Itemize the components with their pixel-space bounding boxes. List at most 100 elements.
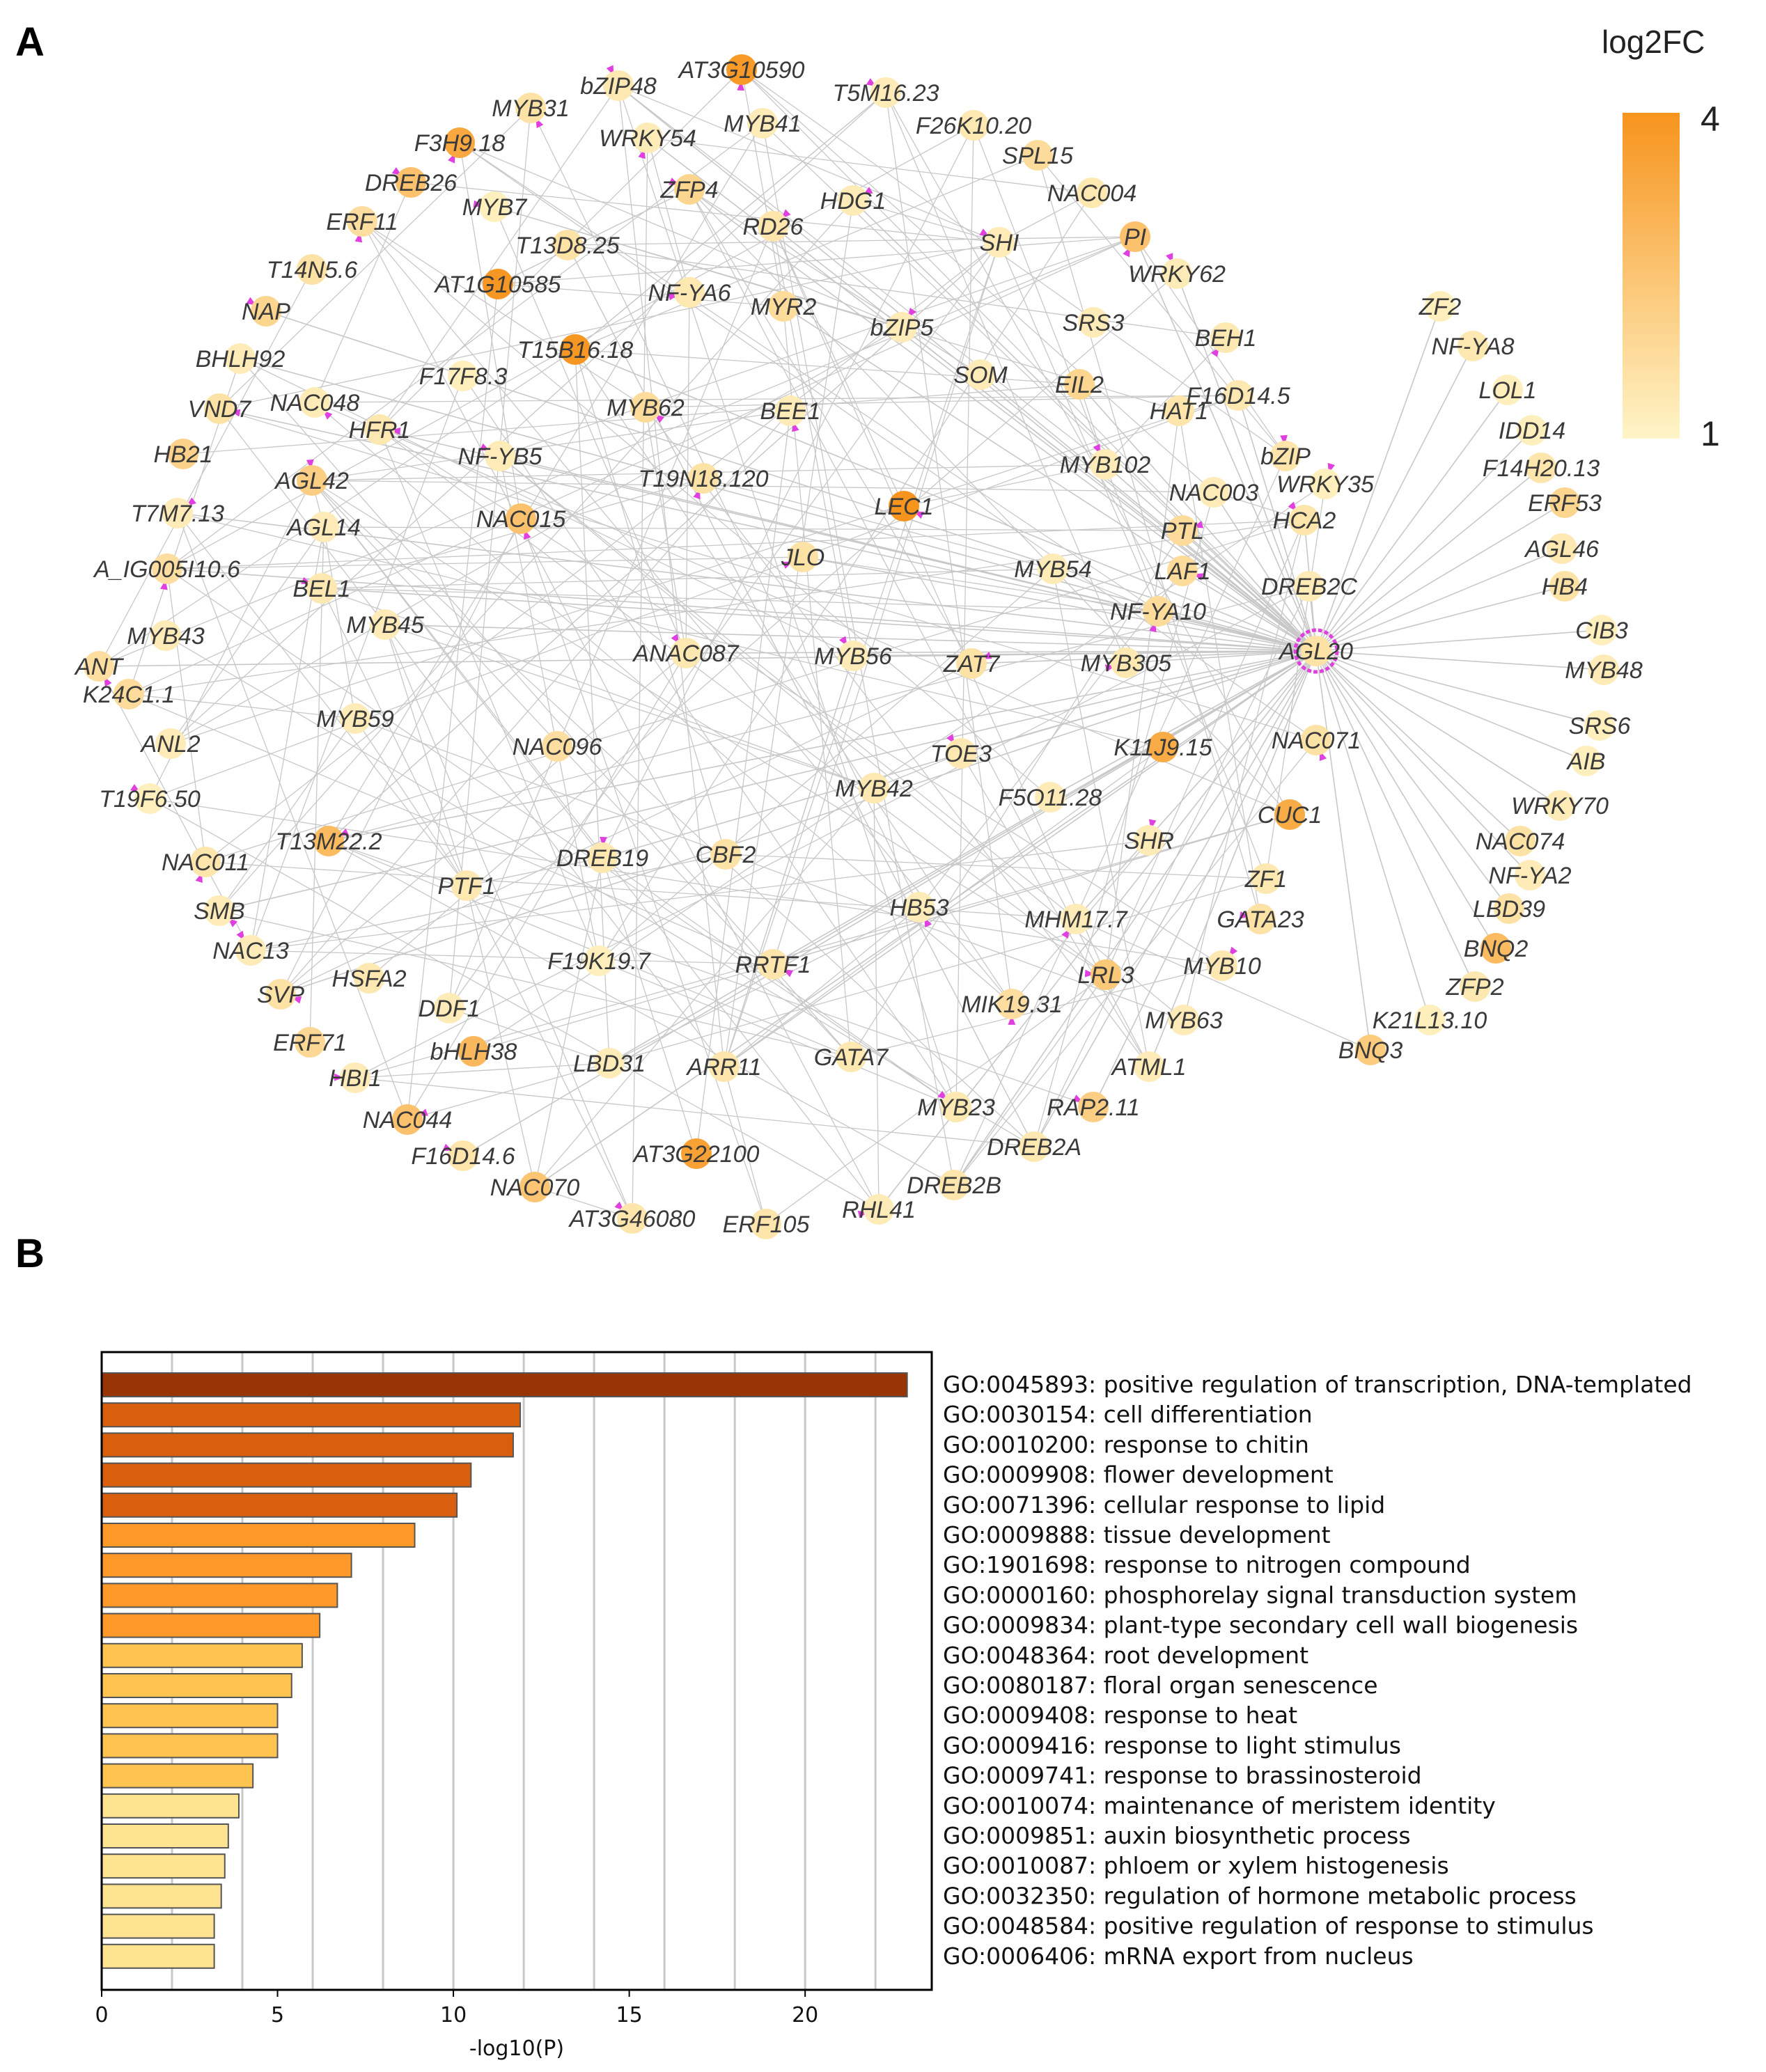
network-edge: [219, 408, 725, 1067]
go-term-label: GO:0009408: response to heat: [943, 1702, 1297, 1729]
node-label: NAC13: [212, 938, 289, 964]
network-edge: [1105, 519, 1305, 975]
network-edge: [323, 526, 356, 719]
node-label: NAC015: [476, 506, 566, 533]
network-edge: [873, 787, 880, 1210]
bar: [101, 1763, 254, 1789]
network-node: [1245, 904, 1276, 934]
bar-chart-x-ticks: 0 5 10 15 20: [95, 1990, 818, 2027]
network-edge: [1237, 395, 1317, 652]
network-edge: [323, 526, 1183, 531]
bar: [101, 1642, 303, 1668]
network-edge: [885, 92, 1013, 1005]
network-edge: [999, 242, 1159, 612]
network-edge: [219, 200, 854, 911]
network-edge: [384, 624, 875, 789]
network-edge: [1315, 650, 1497, 949]
network-edge: [219, 910, 852, 1058]
node-label: ERF105: [723, 1211, 810, 1238]
network-node: [584, 945, 614, 976]
network-edge: [459, 142, 1159, 612]
node-label: PI: [1124, 224, 1147, 251]
network-edge: [1315, 650, 1521, 842]
network-edge: [1315, 650, 1561, 806]
hub-ring: [1293, 628, 1339, 674]
network-edge: [98, 236, 1136, 667]
network-node: [617, 1203, 648, 1234]
network-edge: [724, 907, 920, 1067]
network-node: [340, 703, 370, 734]
network-node: [758, 949, 788, 980]
network-node: [552, 230, 583, 260]
network-edge: [499, 236, 1136, 457]
node-label: BEH1: [1195, 325, 1257, 352]
network-edge: [618, 85, 725, 1067]
network-node: [836, 1042, 866, 1072]
node-label: T7M7.13: [131, 501, 224, 527]
network-edge: [973, 125, 1267, 879]
x-axis-label: -log10(P): [469, 2036, 564, 2061]
node-label: WRKY62: [1128, 261, 1226, 288]
go-term-label: GO:0009416: response to light stimulus: [943, 1732, 1401, 1759]
network-edge: [1315, 345, 1474, 652]
network-node: [150, 620, 181, 651]
network-edge: [250, 375, 464, 951]
bar: [101, 1612, 321, 1638]
node-label: HB53: [889, 895, 948, 921]
node-label: NAC071: [1272, 728, 1361, 754]
go-term-label: GO:0080187: floral organ senescence: [943, 1672, 1378, 1699]
network-edge: [724, 200, 854, 1067]
network-node: [370, 609, 400, 640]
network-edge: [177, 512, 408, 1120]
network-edge: [1315, 502, 1565, 652]
node-label: AT3G46080: [568, 1206, 696, 1232]
network-edge: [609, 907, 920, 1064]
network-edge: [177, 512, 1164, 748]
node-label: AT3G22100: [632, 1141, 760, 1168]
network-edge: [361, 221, 1051, 798]
network-edge: [311, 480, 1035, 1147]
node-label: HFR1: [349, 417, 411, 444]
network-edge: [321, 478, 704, 589]
network-node: [1547, 533, 1577, 564]
network-node: [485, 441, 515, 471]
node-label: F16D14.6: [411, 1143, 515, 1170]
node-label: NAC011: [162, 849, 249, 876]
network-node: [726, 54, 757, 85]
bar: [101, 1883, 222, 1909]
network-node: [674, 277, 705, 308]
node-label: MYB48: [1565, 657, 1643, 684]
node-label: bHLH38: [430, 1039, 517, 1065]
network-edge: [1315, 389, 1508, 652]
network-edge: [520, 518, 767, 1225]
network-edge: [885, 92, 1290, 815]
node-label: AGL20: [1278, 638, 1353, 665]
network-node: [671, 638, 701, 668]
go-term-label: GO:0006406: mRNA export from nucleus: [943, 1943, 1414, 1970]
network-edge: [1213, 492, 1305, 521]
network-edge: [1079, 384, 1317, 652]
node-label: HAT1: [1150, 398, 1208, 425]
network-node: [295, 1027, 325, 1058]
network-node: [747, 108, 778, 139]
node-label: T14N5.6: [267, 257, 357, 283]
network-edge: [314, 402, 1290, 815]
bar: [101, 1553, 352, 1578]
network-edge: [149, 395, 1239, 799]
network-node: [448, 1140, 478, 1171]
network-edge: [1104, 337, 1226, 465]
bar: [101, 1943, 215, 1969]
node-label: MYB41: [724, 111, 802, 137]
network-node: [984, 227, 1015, 258]
go-term-label: GO:0009908: flower development: [943, 1461, 1334, 1489]
network-node: [1111, 648, 1141, 678]
node-label: LBD31: [573, 1051, 646, 1077]
node-label: ERF53: [1528, 490, 1602, 517]
node-label: HCA2: [1273, 508, 1336, 534]
network-edge: [534, 857, 603, 1188]
network-node: [1492, 375, 1523, 405]
network-node: [1294, 571, 1324, 602]
edge-arrowhead: [1084, 969, 1095, 978]
node-label: WRKY54: [599, 125, 696, 152]
